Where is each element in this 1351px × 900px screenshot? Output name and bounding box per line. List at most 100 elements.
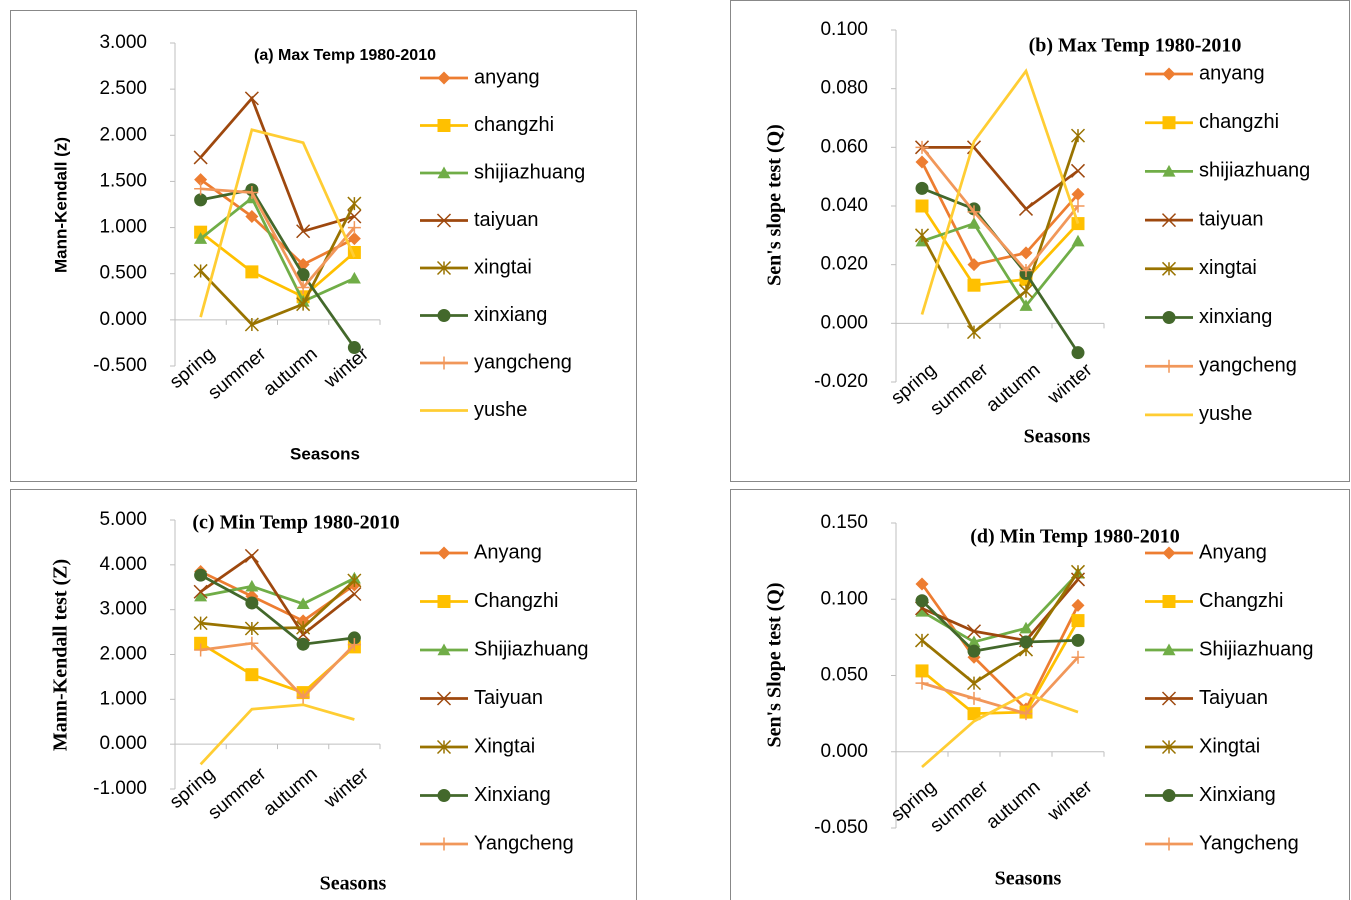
marker (1071, 633, 1085, 647)
marker (437, 119, 451, 132)
x-axis-title: Seasons (995, 868, 1062, 890)
y-axis-title: Mann-Kendall (z) (51, 137, 70, 273)
y-tick-label: 0.500 (99, 263, 147, 284)
marker (437, 595, 451, 608)
marker (194, 232, 208, 244)
chart-title: (b) Max Temp 1980-2010 (1029, 35, 1242, 57)
legend-label: Anyang (1199, 541, 1267, 563)
series-line (921, 578, 1080, 642)
marker (245, 209, 259, 223)
y-tick-label: 2.000 (99, 644, 147, 665)
y-tick-label: 1.000 (99, 688, 147, 709)
marker (437, 837, 451, 851)
marker (296, 268, 310, 282)
y-tick-label: 0.050 (820, 665, 868, 686)
marker (915, 577, 929, 591)
marker (194, 643, 208, 657)
marker (1019, 621, 1033, 634)
y-tick-label: 0.100 (820, 19, 868, 40)
marker (245, 596, 259, 610)
chart-title: (c) Min Temp 1980-2010 (192, 512, 399, 534)
x-axis-title: Seasons (290, 444, 360, 463)
y-tick-label: 0.150 (820, 512, 868, 533)
marker (1019, 299, 1033, 311)
marker (245, 579, 259, 592)
marker (436, 739, 452, 755)
series-line (199, 128, 356, 318)
series-line (920, 161, 1080, 267)
marker (1070, 128, 1086, 143)
legend-label: Xingtai (1199, 735, 1260, 757)
legend-label: shijiazhuang (1199, 160, 1310, 182)
x-tick-label: winter (1043, 776, 1097, 826)
marker (1071, 187, 1085, 201)
marker (194, 589, 208, 602)
marker (1161, 691, 1177, 706)
chart-frame (10, 10, 637, 482)
series-line (920, 135, 1080, 335)
marker (193, 616, 208, 631)
marker (1162, 164, 1176, 177)
x-tick-label: autumn (982, 777, 1044, 834)
legend-label: Xingtai (474, 735, 535, 757)
marker (436, 213, 452, 228)
series-line (199, 703, 355, 766)
marker (1019, 264, 1033, 278)
y-tick-label: 0.100 (820, 588, 868, 609)
series-line (199, 553, 356, 637)
y-tick-label: 3.000 (99, 32, 147, 53)
marker (967, 217, 981, 229)
legend-label: anyang (474, 66, 540, 88)
y-axis-title: Sen's Slope test (Q) (764, 583, 786, 748)
y-tick-label: 0.000 (99, 733, 147, 754)
marker (966, 676, 982, 691)
marker (967, 258, 981, 272)
x-tick-label: summer (926, 359, 993, 420)
marker (1162, 311, 1176, 324)
y-tick-label: 0.020 (820, 254, 868, 275)
legend-label: yushe (474, 399, 527, 421)
marker (436, 691, 452, 706)
marker (244, 621, 259, 636)
marker (967, 644, 981, 658)
series-line (921, 692, 1079, 769)
marker (437, 356, 451, 370)
y-tick-label: 0.000 (820, 312, 868, 333)
marker (193, 584, 208, 599)
marker (1162, 643, 1176, 656)
marker (244, 91, 259, 106)
marker (244, 317, 259, 332)
marker (1162, 789, 1176, 802)
legend-label: xingtai (1199, 257, 1257, 279)
marker (1019, 246, 1033, 260)
marker (1070, 564, 1086, 579)
legend-label: Yangcheng (1199, 832, 1299, 854)
legend-label: Xinxiang (1199, 784, 1276, 806)
marker (1019, 635, 1033, 649)
marker (245, 668, 259, 682)
legend-label: Shijiazhuang (474, 638, 589, 660)
y-tick-label: 5.000 (99, 509, 147, 530)
marker (967, 278, 981, 292)
marker (915, 594, 929, 608)
marker (915, 155, 929, 169)
legend-label: Anyang (474, 541, 542, 563)
x-tick-label: winter (320, 763, 374, 813)
marker (347, 232, 361, 246)
marker (437, 546, 451, 560)
marker (1019, 707, 1033, 721)
legend-label: yangcheng (1199, 354, 1297, 376)
series-line (200, 187, 356, 290)
series-line (920, 68, 1080, 315)
legend-label: Xinxiang (474, 784, 551, 806)
chart-title: (a) Max Temp 1980-2010 (254, 47, 436, 64)
marker (437, 309, 451, 322)
legend-label: Yangcheng (474, 832, 574, 854)
series-line (200, 641, 356, 700)
series-line (199, 573, 355, 646)
legend-label: yangcheng (474, 351, 572, 373)
legend-label: shijiazhuang (474, 161, 585, 183)
legend-label: changzhi (474, 114, 554, 136)
